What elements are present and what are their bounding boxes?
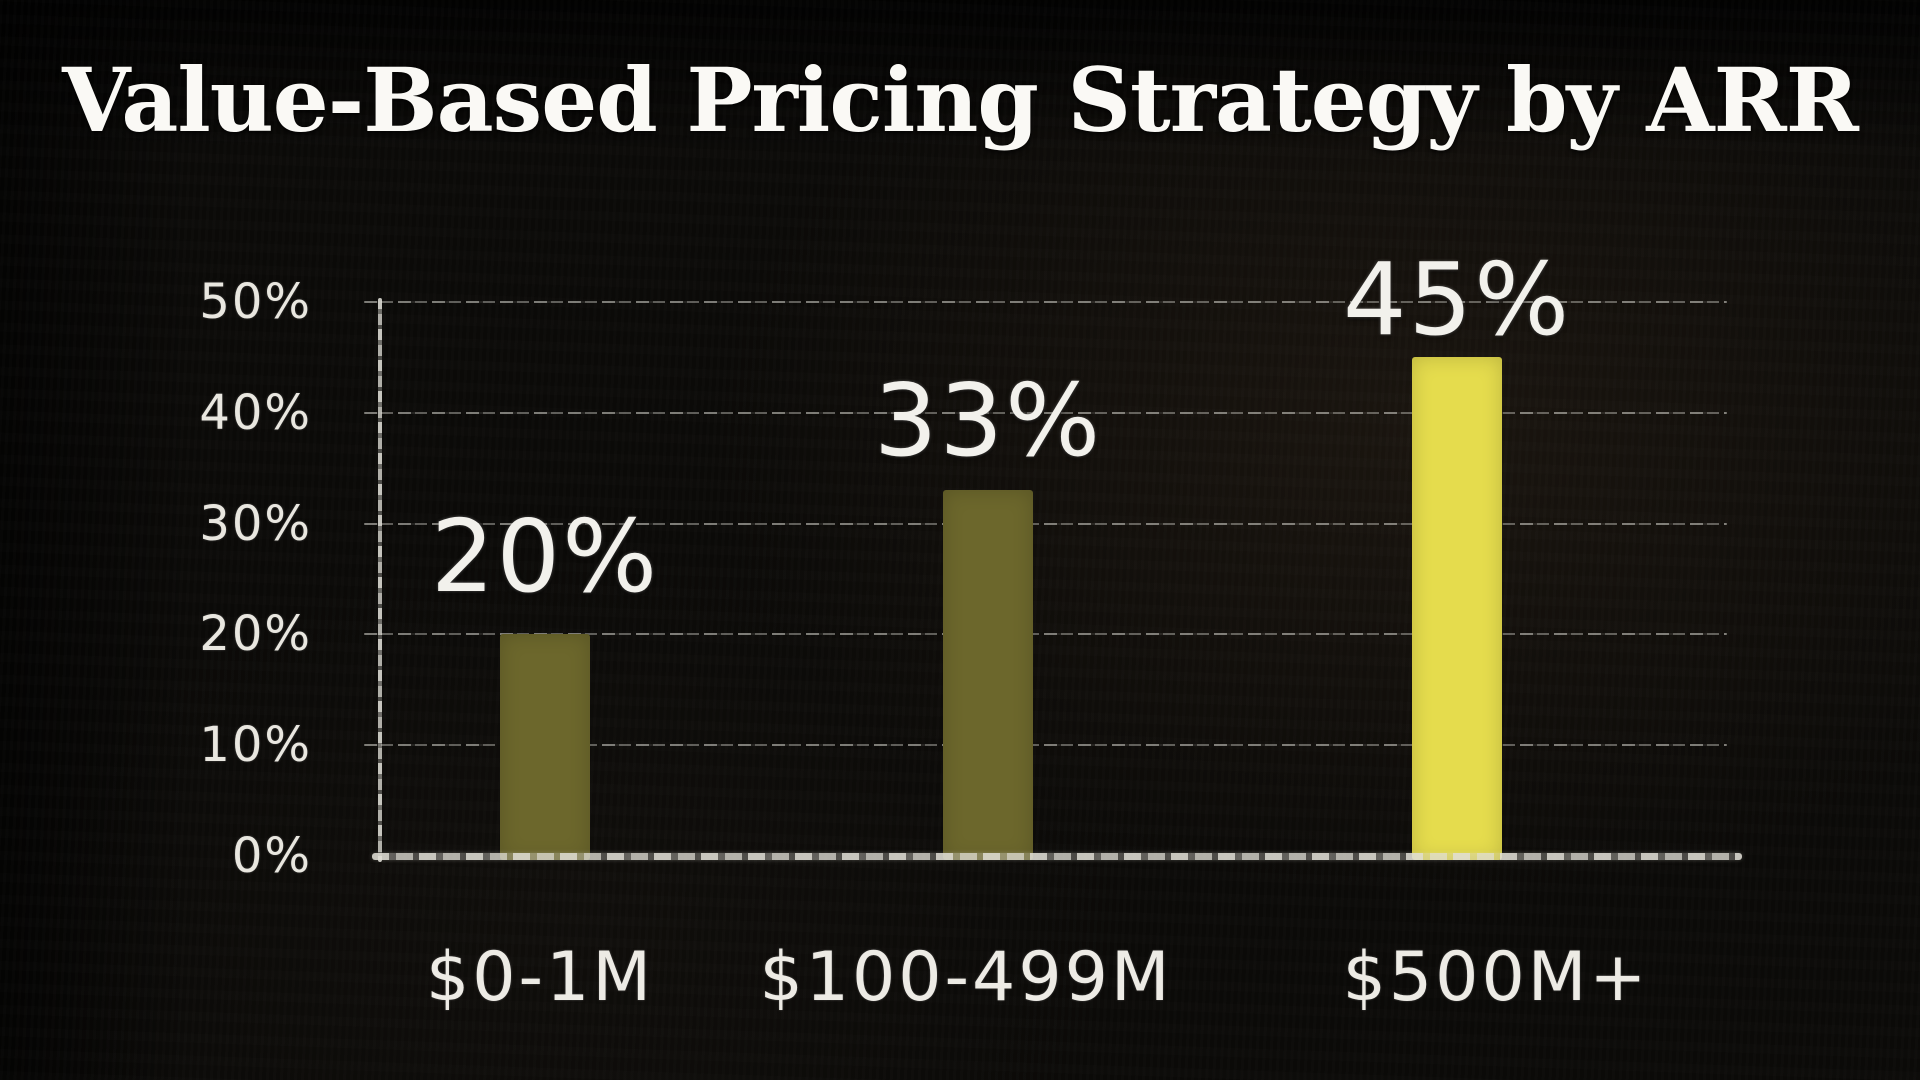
- y-tick-label-20%: 20%: [199, 606, 312, 663]
- gridline-50%: [364, 301, 1727, 303]
- x-axis-category-label-$500M+: $500M+: [1342, 938, 1650, 1017]
- y-tick-label-40%: 40%: [199, 384, 312, 441]
- chart-title: Value-Based Pricing Strategy by ARR: [62, 48, 1859, 152]
- x-axis-category-label-$100-499M: $100-499M: [759, 938, 1173, 1017]
- y-tick-label-30%: 30%: [199, 495, 312, 552]
- bar-$100-499M: [943, 490, 1033, 860]
- bar-$0-1M: [500, 634, 590, 860]
- gridline-40%: [364, 411, 1727, 414]
- bar-value-label-$0-1M: 20%: [430, 498, 660, 616]
- bar-value-label-$500M+: 45%: [1342, 241, 1572, 359]
- y-tick-label-50%: 50%: [199, 274, 312, 330]
- y-tick-label-10%: 10%: [199, 717, 312, 774]
- bar-value-label-$100-499M: 33%: [873, 362, 1103, 480]
- gridline-20%: [364, 633, 1727, 636]
- gridline-30%: [364, 522, 1727, 525]
- x-axis-line: [372, 853, 1742, 860]
- y-tick-label-0%: 0%: [231, 828, 312, 884]
- bar-$500M+: [1412, 357, 1502, 860]
- x-axis-category-label-$0-1M: $0-1M: [426, 938, 654, 1017]
- y-axis-line: [378, 298, 382, 862]
- gridline-10%: [364, 744, 1727, 747]
